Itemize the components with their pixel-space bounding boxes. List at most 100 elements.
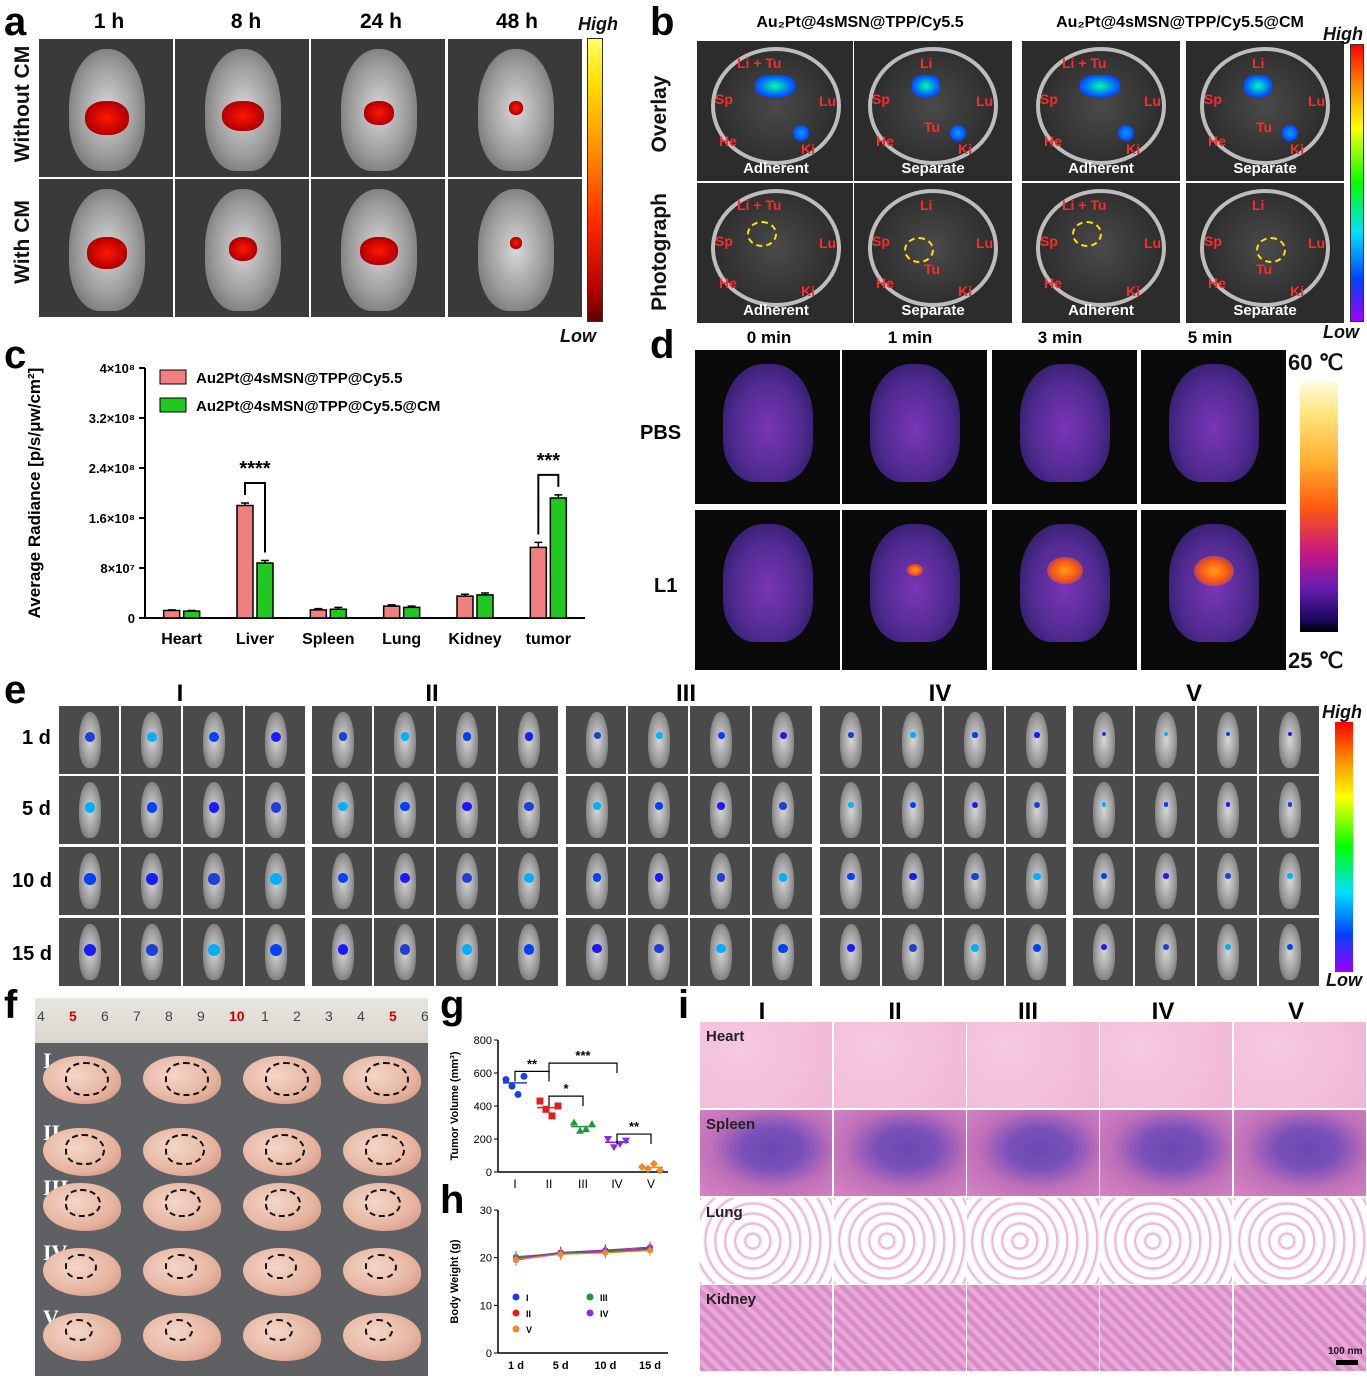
x-tick-label: I: [513, 1177, 516, 1191]
fluorescence-signal: [1102, 732, 1106, 736]
bar: [309, 609, 328, 619]
petri-dish: [711, 47, 841, 165]
organ-label-liver: Li + Tu: [737, 55, 782, 71]
scale-bar-label: 100 nm: [1328, 1346, 1363, 1357]
ruler-number: 8: [165, 1008, 173, 1024]
fluorescence-signal: [912, 75, 940, 97]
scale-high-label: High: [578, 14, 618, 34]
fluorescence-signal: [1288, 732, 1292, 736]
dish-caption: Adherent: [1068, 160, 1134, 177]
tissue-label: Kidney: [706, 1291, 757, 1308]
panel-label-f: f: [4, 983, 18, 1027]
fluorescence-signal: [592, 873, 602, 882]
mouse-image-tile: [497, 705, 559, 775]
fluorescence-signal: [909, 873, 917, 881]
dish-caption: Separate: [1233, 302, 1297, 319]
series-line: [515, 1249, 651, 1261]
ruler-number: 4: [357, 1008, 365, 1024]
mouse-image-tile: [881, 846, 943, 916]
thermal-image-tile: [1141, 510, 1286, 670]
mouse-image-tile: [1072, 846, 1134, 916]
mouse-image-tile: [1134, 846, 1196, 916]
fluorescence-signal: [229, 237, 257, 261]
mouse-body: [1279, 924, 1301, 980]
tumor-outline: [365, 1319, 393, 1341]
data-point: [520, 1072, 528, 1080]
thermal-image-tile: [842, 350, 987, 504]
data-point: [576, 1126, 584, 1134]
ruler: [35, 998, 428, 1043]
mouse-body: [964, 924, 986, 980]
fluorescence-signal: [1164, 732, 1168, 736]
fluorescence-signal: [1225, 802, 1231, 807]
fluorescence-signal: [654, 944, 664, 954]
y-tick-label: 0: [128, 611, 135, 626]
mouse-image-tile: [627, 917, 689, 987]
fluorescence-signal: [510, 237, 522, 249]
fluorescence-signal: [399, 944, 411, 955]
thermal-image-tile: [695, 350, 840, 504]
fluorescence-signal: [655, 732, 663, 739]
fluorescence-signal: [793, 125, 809, 141]
fluorescence-signal: [1080, 75, 1120, 97]
tumor-outline: [365, 1062, 409, 1096]
fluorescence-signal: [270, 802, 282, 813]
mouse-body: [902, 853, 924, 909]
fluorescence-signal: [271, 732, 281, 742]
color-scale-bar: [1350, 44, 1364, 322]
bar: [162, 609, 181, 619]
dish-caption: Separate: [901, 160, 965, 177]
day-label: 15 d: [12, 943, 53, 965]
mouse-image-tile: [58, 917, 120, 987]
mouse-image-tile: [881, 705, 943, 775]
legend-marker: [512, 1309, 520, 1317]
organ-label-kidney: Ki: [958, 283, 972, 299]
legend-marker: [586, 1309, 594, 1317]
organ-dish-tile: Li + Tu Sp Lu He Ki Adherent: [696, 182, 856, 324]
fluorescence-signal: [146, 802, 158, 813]
x-tick-label: tumor: [526, 631, 571, 648]
mouse-image-tile: [435, 846, 497, 916]
day-label: 5 d: [22, 798, 51, 820]
histology-image: [1234, 1285, 1366, 1371]
row-label: L1: [654, 575, 678, 597]
fluorescence-signal: [84, 802, 96, 813]
fluorescence-signal: [462, 802, 472, 812]
temperature-scale-bar: [1300, 382, 1338, 632]
legend-label: IV: [600, 1309, 609, 1319]
petri-dish: [1036, 47, 1166, 165]
group-header: Au₂Pt@4sMSN@TPP/Cy5.5@CM: [1056, 14, 1304, 31]
mouse-image-tile: [311, 917, 373, 987]
mouse-image-tile: [1072, 705, 1134, 775]
bar-chart-radiance: 0 8×10⁷ 1.6×10⁸ 2.4×10⁸ 3.2×10⁸ 4×10⁸ Average …: [25, 361, 585, 648]
mouse-image-tile: [447, 178, 583, 318]
mouse-image-tile: [565, 846, 627, 916]
organ-label-kidney: Ki: [1126, 283, 1140, 299]
tumor-outline: [65, 1189, 101, 1217]
row-label: PBS: [640, 422, 682, 444]
mouse-body: [902, 782, 924, 838]
fluorescence-signal: [524, 732, 534, 741]
fluorescence-signal: [847, 873, 855, 881]
data-point: [602, 1249, 609, 1256]
fluorescence-signal: [523, 873, 535, 884]
fluorescence-signal: [1224, 944, 1232, 951]
mouse-body: [586, 712, 608, 768]
group-label: II: [425, 680, 439, 707]
fluorescence-signal: [847, 944, 855, 952]
time-label: 0 min: [746, 328, 792, 347]
organ-label-lung: Lu: [1144, 235, 1162, 251]
panel-label-h: h: [440, 1178, 465, 1222]
fluorescence-signal: [593, 732, 601, 739]
mouse-image-tile: [435, 705, 497, 775]
data-point: [542, 1105, 550, 1113]
dish-caption: Adherent: [1068, 302, 1134, 319]
mouse-image-tile: [120, 846, 182, 916]
organ-label-heart: He: [876, 275, 894, 291]
mouse-image-tile: [447, 38, 583, 178]
mouse-body: [1093, 853, 1115, 909]
mouse-body: [478, 189, 554, 311]
scale-bar: [1336, 1360, 1358, 1365]
fluorescence-signal: [717, 802, 725, 810]
organ-label-kidney: Ki: [1290, 283, 1304, 299]
